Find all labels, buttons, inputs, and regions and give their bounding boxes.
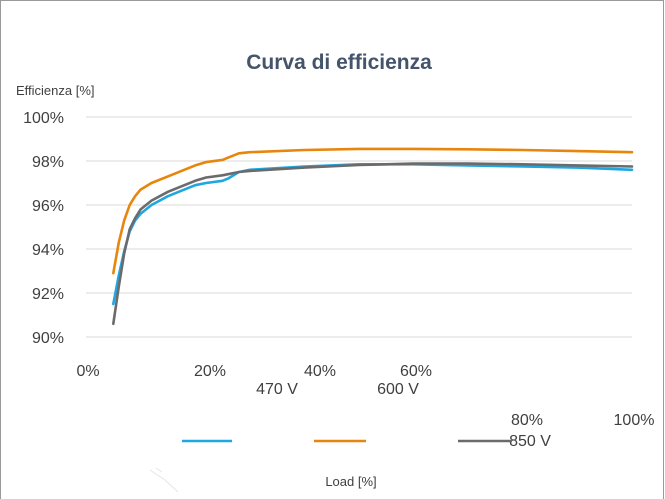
x-tick-label: 40% bbox=[304, 363, 336, 380]
series-layer bbox=[112, 147, 634, 326]
x-tick-label: 60% bbox=[400, 363, 432, 380]
chart-title: Curva di efficienza bbox=[246, 51, 432, 74]
y-axis-ticks: 90% 92% 94% 96% 98% 100% bbox=[23, 110, 64, 347]
watermark bbox=[149, 467, 179, 493]
gridlines bbox=[86, 116, 632, 338]
y-axis-title: Efficienza [%] bbox=[16, 83, 95, 98]
y-tick-label: 100% bbox=[23, 110, 64, 127]
y-tick-label: 94% bbox=[32, 242, 64, 259]
x-tick-label: 20% bbox=[194, 363, 226, 380]
series-label: 850 V bbox=[509, 433, 551, 450]
y-tick-label: 96% bbox=[32, 198, 64, 215]
series-line bbox=[112, 147, 634, 275]
x-tick-label: 0% bbox=[76, 363, 99, 380]
series-labels: 470 V 600 V 850 V bbox=[256, 381, 551, 450]
y-tick-label: 92% bbox=[32, 286, 64, 303]
y-tick-label: 98% bbox=[32, 154, 64, 171]
x-tick-label: 100% bbox=[614, 412, 655, 429]
x-axis-title: Load [%] bbox=[325, 474, 376, 489]
series-label: 470 V bbox=[256, 381, 298, 398]
series-line bbox=[112, 162, 634, 326]
x-tick-label: 80% bbox=[511, 412, 543, 429]
series-label: 600 V bbox=[377, 381, 419, 398]
x-axis-ticks: 0% 20% 40% 60% 80% 100% bbox=[76, 363, 654, 429]
y-tick-label: 90% bbox=[32, 330, 64, 347]
